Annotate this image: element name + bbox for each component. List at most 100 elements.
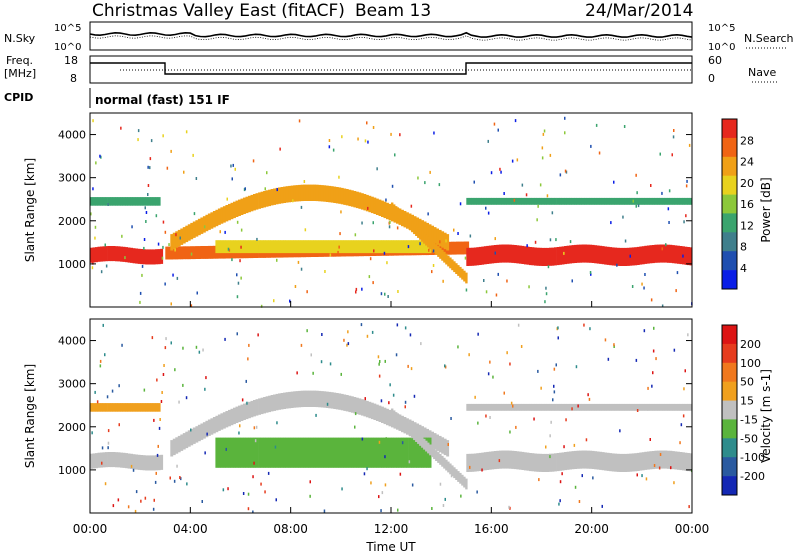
scatter-band-far [574, 197, 577, 205]
speckle [489, 416, 491, 419]
scatter-band-noon [298, 240, 302, 254]
scatter-band-evening [641, 246, 645, 265]
speckle [574, 485, 577, 489]
scatter-band-arch [433, 433, 437, 450]
scatter-band-arch [310, 390, 314, 407]
speckle [227, 247, 230, 251]
scatter-band-far [621, 403, 625, 411]
scatter-band-arch [220, 413, 224, 430]
speckle [636, 473, 638, 477]
scatter-band-evening [561, 246, 565, 265]
scatter-band-far [518, 197, 522, 205]
scatter-band-noon [365, 437, 369, 468]
speckle [610, 221, 612, 225]
scatter-band-far [679, 197, 683, 205]
speckle [361, 287, 363, 291]
speckle [494, 237, 496, 241]
speckle [169, 476, 171, 480]
scatter-band-noon [396, 437, 399, 468]
speckle [239, 259, 241, 263]
colorbar-cell [722, 251, 737, 271]
scatter-band-noon [225, 437, 229, 468]
scatter-band-far [513, 403, 517, 411]
scatter-band-day-lower [170, 246, 174, 260]
speckle [688, 143, 691, 147]
scatter-band-far [601, 403, 605, 411]
speckle [485, 414, 487, 418]
colorbar-tick-label: 15 [740, 395, 754, 408]
speckle [679, 441, 681, 445]
scatter-band-arch [243, 197, 246, 214]
speckle [124, 256, 126, 260]
scatter-band-arch [386, 408, 389, 426]
scatter-band-arch [328, 185, 332, 203]
scatter-band-evening [639, 246, 643, 265]
scatter-band-far-morning [152, 197, 156, 206]
speckle [92, 187, 94, 191]
scatter-band-descent [465, 272, 468, 284]
speckle [497, 128, 499, 132]
scatter-band-noon [275, 437, 279, 468]
scatter-band-morning [147, 455, 151, 471]
scatter-band-far-morning [107, 197, 111, 206]
scatter-band-arch [258, 398, 261, 415]
scatter-band-arch [343, 394, 347, 411]
speckle [380, 292, 383, 296]
scatter-band-arch [370, 402, 374, 420]
scatter-band-arch [431, 225, 434, 243]
scatter-band-noon [383, 240, 387, 254]
scatter-band-far [606, 403, 610, 411]
speckle [236, 295, 239, 299]
scatter-band-day-lower [461, 241, 465, 255]
nsky-label: N.Sky [4, 32, 36, 45]
scatter-band-morning [95, 453, 98, 469]
speckle [143, 388, 146, 392]
speckle [190, 428, 192, 432]
speckle [653, 326, 655, 330]
speckle [164, 282, 166, 286]
scatter-band-arch [363, 400, 367, 417]
speckle [300, 343, 303, 347]
speckle [238, 431, 240, 435]
scatter-band-far-morning [135, 197, 139, 206]
scatter-band-arch [446, 234, 450, 251]
scatter-band-arch [438, 435, 442, 453]
scatter-band-far [506, 403, 510, 411]
scatter-band-descent [439, 454, 442, 465]
scatter-band-noon [391, 437, 394, 468]
scatter-band-arch [315, 184, 319, 202]
scatter-band-evening [554, 453, 557, 472]
scatter-band-arch [340, 187, 344, 205]
scatter-band-arch [273, 188, 276, 205]
scatter-band-evening [481, 452, 485, 471]
speckle [153, 498, 155, 502]
speckle [224, 337, 226, 341]
scatter-band-noon [340, 240, 344, 254]
scatter-band-far [614, 197, 618, 205]
speckle [515, 425, 517, 429]
scatter-band-noon [398, 437, 402, 468]
speckle [252, 475, 254, 479]
speckle [328, 145, 331, 149]
colorbar-tick-label: -15 [740, 413, 758, 426]
scatter-band-noon [217, 437, 221, 468]
scatter-band-arch [212, 211, 216, 228]
scatter-band-morning [120, 246, 123, 262]
scatter-band-far-morning [145, 197, 149, 206]
scatter-band-evening [539, 453, 542, 472]
speckle [432, 249, 435, 253]
scatter-band-evening [666, 244, 670, 263]
scatter-band-noon [270, 240, 274, 254]
scatter-band-evening [478, 452, 482, 471]
speckle [438, 183, 441, 187]
colorbar-frame [721, 324, 738, 496]
scatter-band-descent [445, 253, 448, 265]
scatter-band-noon [370, 437, 374, 468]
scatter-band-evening [626, 453, 630, 472]
scatter-band-far [591, 403, 595, 411]
colorbar-tick-label: 200 [740, 338, 761, 351]
scatter-band-far [579, 197, 582, 205]
speckle [385, 198, 387, 202]
scatter-band-far [687, 403, 690, 411]
